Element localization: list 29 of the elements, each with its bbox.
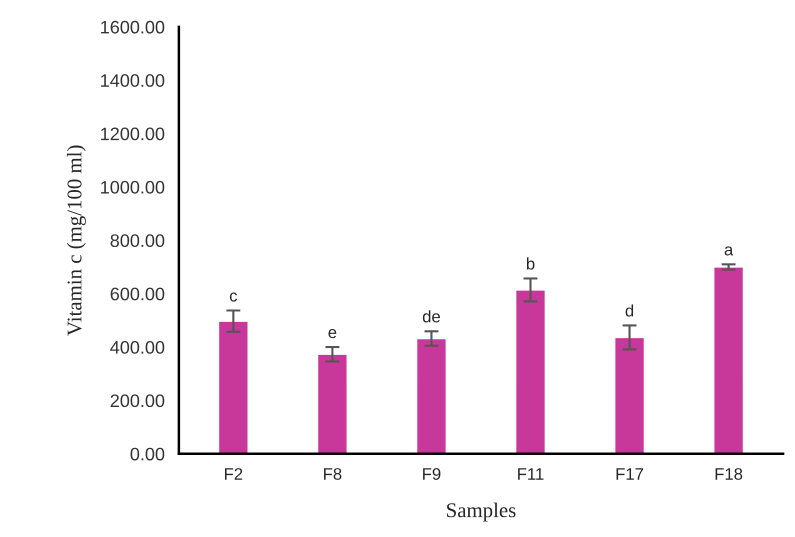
bar: [713, 266, 744, 454]
annotation: d: [626, 304, 634, 317]
x-tick-label: F9: [423, 468, 440, 480]
x-axis-title: Samples: [447, 502, 516, 522]
y-tick-label: 1000.00: [101, 180, 164, 194]
bar: [218, 320, 249, 454]
y-tick-label: 400.00: [110, 340, 164, 354]
annotation: c: [230, 292, 238, 302]
x-tick-label: F8: [324, 468, 342, 480]
bar: [614, 336, 646, 454]
bar: [514, 289, 546, 454]
annotation: b: [526, 257, 534, 270]
y-tick-label: 1200.00: [101, 128, 164, 140]
y-tick-label: 0.00: [130, 448, 164, 460]
annotation: de: [422, 310, 440, 322]
y-tick-label: 800.00: [110, 234, 164, 248]
bar: [316, 354, 348, 454]
x-tick-label: F2: [224, 468, 242, 480]
y-axis-title: Vitamin c (mg/100 ml): [66, 146, 86, 336]
y-tick-label: 1400.00: [101, 74, 164, 87]
bar: [416, 338, 448, 454]
annotation: a: [724, 246, 734, 256]
y-tick-label: 200.00: [110, 394, 164, 408]
x-tick-label: F17: [616, 468, 644, 480]
x-tick-label: F11: [518, 468, 544, 480]
x-tick-label: F18: [716, 468, 742, 480]
annotation: e: [328, 329, 336, 338]
y-tick-label: 600.00: [110, 288, 164, 300]
y-tick-label: 1600.00: [101, 20, 164, 34]
